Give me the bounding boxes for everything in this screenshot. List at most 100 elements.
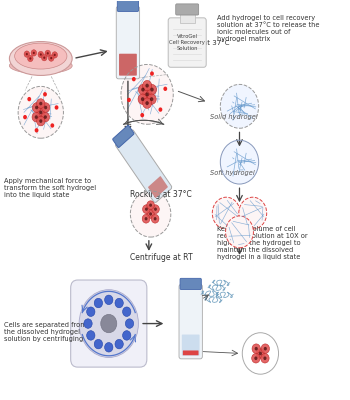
Circle shape bbox=[145, 208, 148, 211]
Circle shape bbox=[220, 84, 259, 128]
Circle shape bbox=[35, 115, 38, 119]
Circle shape bbox=[122, 331, 131, 340]
Circle shape bbox=[24, 51, 30, 57]
Circle shape bbox=[31, 50, 37, 56]
Circle shape bbox=[38, 51, 43, 58]
Circle shape bbox=[122, 307, 131, 316]
Circle shape bbox=[35, 128, 38, 132]
Circle shape bbox=[121, 64, 173, 124]
Circle shape bbox=[37, 99, 45, 108]
Circle shape bbox=[50, 57, 52, 59]
Circle shape bbox=[33, 103, 41, 112]
Circle shape bbox=[225, 216, 253, 248]
Circle shape bbox=[94, 339, 103, 349]
FancyBboxPatch shape bbox=[168, 18, 206, 67]
Circle shape bbox=[87, 307, 95, 316]
Circle shape bbox=[252, 344, 260, 354]
Circle shape bbox=[145, 92, 149, 96]
Circle shape bbox=[150, 88, 154, 92]
FancyBboxPatch shape bbox=[176, 4, 199, 15]
Circle shape bbox=[18, 86, 63, 138]
Circle shape bbox=[212, 197, 240, 229]
Circle shape bbox=[261, 344, 270, 354]
Circle shape bbox=[125, 319, 134, 328]
Circle shape bbox=[132, 77, 136, 81]
FancyBboxPatch shape bbox=[113, 125, 134, 148]
Circle shape bbox=[141, 88, 145, 92]
FancyBboxPatch shape bbox=[119, 54, 137, 76]
Circle shape bbox=[48, 55, 54, 61]
Circle shape bbox=[145, 217, 147, 220]
Circle shape bbox=[47, 52, 49, 54]
Circle shape bbox=[94, 298, 103, 308]
Circle shape bbox=[101, 314, 117, 333]
Circle shape bbox=[115, 339, 123, 349]
Text: Keep the volume of cell
recovery solution at 10X or
higher of the hydrogel to
ma: Keep the volume of cell recovery solutio… bbox=[217, 226, 307, 260]
Circle shape bbox=[154, 208, 157, 211]
Circle shape bbox=[147, 84, 156, 95]
Circle shape bbox=[23, 115, 27, 119]
Ellipse shape bbox=[9, 58, 72, 74]
FancyBboxPatch shape bbox=[148, 176, 168, 198]
Circle shape bbox=[39, 119, 42, 123]
Circle shape bbox=[42, 54, 47, 61]
FancyBboxPatch shape bbox=[116, 130, 172, 202]
Circle shape bbox=[150, 97, 153, 101]
FancyBboxPatch shape bbox=[116, 6, 140, 79]
Circle shape bbox=[163, 87, 167, 91]
Circle shape bbox=[37, 116, 45, 126]
Circle shape bbox=[131, 191, 171, 237]
Circle shape bbox=[261, 354, 269, 363]
Circle shape bbox=[54, 54, 56, 56]
Circle shape bbox=[41, 112, 49, 122]
Text: VitroGel
Cell Recovery
Solution: VitroGel Cell Recovery Solution bbox=[169, 34, 205, 51]
Text: Apply mechanical force to
transform the soft hydrogel
into the liquid state: Apply mechanical force to transform the … bbox=[4, 178, 96, 198]
Circle shape bbox=[256, 349, 265, 358]
Ellipse shape bbox=[9, 42, 72, 76]
Circle shape bbox=[145, 101, 149, 105]
Circle shape bbox=[138, 84, 147, 95]
Circle shape bbox=[52, 52, 57, 58]
Circle shape bbox=[142, 80, 152, 91]
Bar bbox=[180, 14, 195, 23]
Circle shape bbox=[42, 103, 50, 112]
Circle shape bbox=[37, 108, 45, 117]
Circle shape bbox=[154, 217, 156, 220]
Circle shape bbox=[264, 347, 267, 350]
Circle shape bbox=[33, 52, 35, 54]
Circle shape bbox=[263, 356, 267, 360]
Circle shape bbox=[254, 356, 258, 360]
Circle shape bbox=[152, 205, 159, 214]
Circle shape bbox=[127, 98, 131, 102]
Circle shape bbox=[29, 57, 32, 60]
Text: Solid hydrogel: Solid hydrogel bbox=[210, 114, 258, 120]
Circle shape bbox=[149, 204, 152, 207]
Circle shape bbox=[39, 102, 42, 105]
Circle shape bbox=[151, 214, 159, 223]
Circle shape bbox=[147, 94, 156, 104]
Circle shape bbox=[105, 295, 113, 304]
Circle shape bbox=[142, 214, 150, 223]
Circle shape bbox=[142, 205, 150, 214]
Circle shape bbox=[50, 123, 54, 128]
Circle shape bbox=[43, 56, 45, 59]
Circle shape bbox=[252, 354, 260, 363]
Circle shape bbox=[43, 92, 47, 96]
FancyBboxPatch shape bbox=[117, 0, 139, 12]
FancyBboxPatch shape bbox=[182, 334, 199, 356]
Circle shape bbox=[147, 210, 154, 218]
Circle shape bbox=[44, 115, 47, 119]
Ellipse shape bbox=[15, 43, 67, 69]
Circle shape bbox=[26, 53, 28, 55]
Circle shape bbox=[87, 331, 95, 340]
Circle shape bbox=[259, 352, 262, 355]
Circle shape bbox=[44, 106, 47, 109]
Text: Cells are separated from
the dissolved hydrogel
solution by centrifuging: Cells are separated from the dissolved h… bbox=[4, 322, 87, 342]
Circle shape bbox=[145, 84, 149, 88]
FancyBboxPatch shape bbox=[71, 280, 147, 367]
Circle shape bbox=[28, 55, 33, 62]
Circle shape bbox=[220, 140, 259, 184]
FancyBboxPatch shape bbox=[179, 284, 202, 359]
Circle shape bbox=[105, 342, 113, 352]
FancyBboxPatch shape bbox=[183, 350, 198, 355]
